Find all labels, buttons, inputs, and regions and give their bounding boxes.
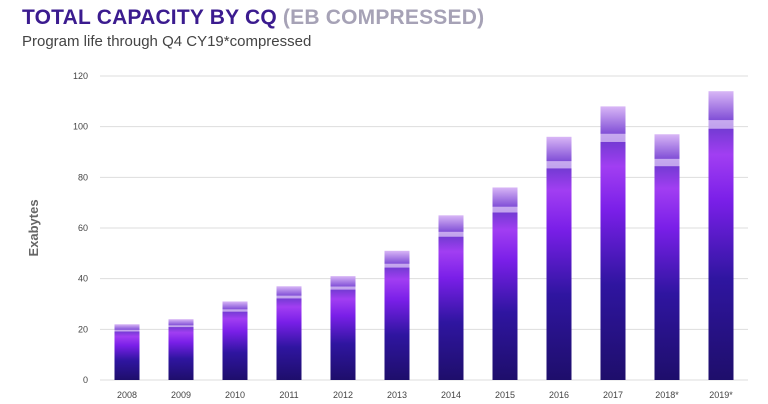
x-tick-label: 2010 [225,390,245,400]
y-tick-label: 120 [73,71,88,81]
bar-2010 [222,301,248,380]
bar-2016 [546,136,572,380]
x-tick-label: 2014 [441,390,461,400]
x-tick-label: 2011 [279,390,298,400]
grid-lines [100,75,748,381]
chart-title-suffix: (EB COMPRESSED) [282,6,485,29]
y-axis-label: Exabytes [26,199,41,256]
bar-2018-est [654,134,680,380]
bars [114,91,734,381]
y-tick-label: 80 [78,172,88,182]
x-tick-label: 2013 [387,390,407,400]
bar-2014 [438,215,464,380]
bar-highlight [384,263,410,268]
bar-2012 [330,276,356,380]
chart-subtitle: Program life through Q4 CY19*compressed [22,33,312,50]
bar-highlight [600,133,626,142]
y-axis-ticks: 0 20 40 60 80 100 120 [73,71,88,385]
chart-title-main: TOTAL CAPACITY BY CQ [22,6,277,29]
bar-2011 [276,286,302,380]
x-tick-label: 2012 [333,390,353,400]
chart-title: TOTAL CAPACITY BY CQ (EB COMPRESSED) [22,6,484,30]
y-tick-label: 60 [78,223,88,233]
bar-highlight [276,295,302,299]
bar-highlight [654,158,680,167]
x-tick-label: 2008 [117,390,137,400]
bar-2019-est [708,91,734,380]
bar-highlight [708,120,734,129]
x-tick-label: 2009 [171,390,191,400]
bar-highlight [330,286,356,290]
bar-highlight [492,206,518,213]
x-axis-ticks: 2008 2009 2010 2011 2012 2013 2014 2015 2016 2017… [117,390,733,400]
bar-2015 [492,187,518,380]
x-tick-label: 2018* [655,390,679,400]
bar-2008 [114,324,140,380]
bar-highlight [222,309,248,312]
bar-2013 [384,250,410,380]
x-tick-label: 2019* [709,390,733,400]
y-tick-label: 0 [83,375,88,385]
y-tick-label: 40 [78,274,88,284]
y-tick-label: 20 [78,324,88,334]
x-tick-label: 2017 [603,390,623,400]
bar-highlight [546,161,572,169]
y-tick-label: 100 [73,122,88,132]
bar-highlight [168,325,194,328]
bar-highlight [114,329,140,332]
bar-2009 [168,319,194,380]
bar-highlight [438,231,464,237]
x-tick-label: 2015 [495,390,515,400]
bar-2017 [600,106,626,381]
x-tick-label: 2016 [549,390,569,400]
